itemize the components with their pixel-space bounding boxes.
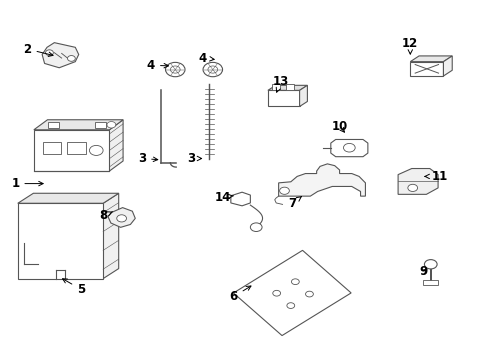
Text: 3: 3 xyxy=(138,152,158,165)
Text: 10: 10 xyxy=(331,120,347,133)
Circle shape xyxy=(117,215,126,222)
Bar xyxy=(48,122,59,128)
Polygon shape xyxy=(42,42,79,68)
Circle shape xyxy=(250,223,262,231)
Circle shape xyxy=(424,260,436,269)
Text: 13: 13 xyxy=(272,75,288,92)
Text: 14: 14 xyxy=(214,191,233,204)
Bar xyxy=(286,84,294,90)
Text: 11: 11 xyxy=(424,170,447,183)
Text: 2: 2 xyxy=(23,42,53,57)
Text: 12: 12 xyxy=(401,37,418,54)
Text: 1: 1 xyxy=(11,177,43,190)
Circle shape xyxy=(343,143,354,152)
Polygon shape xyxy=(443,56,451,76)
Circle shape xyxy=(279,187,289,194)
Text: 8: 8 xyxy=(99,210,112,222)
Circle shape xyxy=(170,66,180,73)
Polygon shape xyxy=(409,62,443,76)
Circle shape xyxy=(407,184,417,192)
Polygon shape xyxy=(397,168,437,194)
Circle shape xyxy=(305,291,313,297)
Text: 4: 4 xyxy=(146,59,168,72)
Polygon shape xyxy=(299,85,307,107)
Text: 6: 6 xyxy=(229,286,250,303)
Text: 4: 4 xyxy=(199,51,214,64)
Text: 9: 9 xyxy=(419,265,427,278)
Bar xyxy=(271,84,279,90)
Polygon shape xyxy=(34,120,123,130)
Circle shape xyxy=(286,303,294,309)
Polygon shape xyxy=(109,120,123,171)
Bar xyxy=(67,142,85,154)
Text: 3: 3 xyxy=(186,152,201,165)
Bar xyxy=(95,122,106,128)
Bar xyxy=(18,203,103,279)
Circle shape xyxy=(203,62,222,77)
Bar xyxy=(34,130,109,171)
Polygon shape xyxy=(267,90,299,107)
Circle shape xyxy=(107,122,116,128)
Polygon shape xyxy=(18,193,119,203)
Polygon shape xyxy=(108,208,135,227)
Circle shape xyxy=(45,50,53,55)
Polygon shape xyxy=(267,85,307,90)
Polygon shape xyxy=(409,56,451,62)
Text: 7: 7 xyxy=(287,197,301,210)
Circle shape xyxy=(89,145,103,156)
Circle shape xyxy=(67,55,75,61)
Polygon shape xyxy=(230,192,250,206)
Text: 5: 5 xyxy=(62,279,85,296)
Circle shape xyxy=(291,279,299,284)
Circle shape xyxy=(165,62,184,77)
Bar xyxy=(42,142,61,154)
Polygon shape xyxy=(103,193,119,279)
Polygon shape xyxy=(278,164,365,196)
Bar xyxy=(423,280,437,285)
Polygon shape xyxy=(330,139,367,157)
Circle shape xyxy=(272,291,280,296)
Polygon shape xyxy=(233,250,350,336)
Circle shape xyxy=(207,66,217,73)
